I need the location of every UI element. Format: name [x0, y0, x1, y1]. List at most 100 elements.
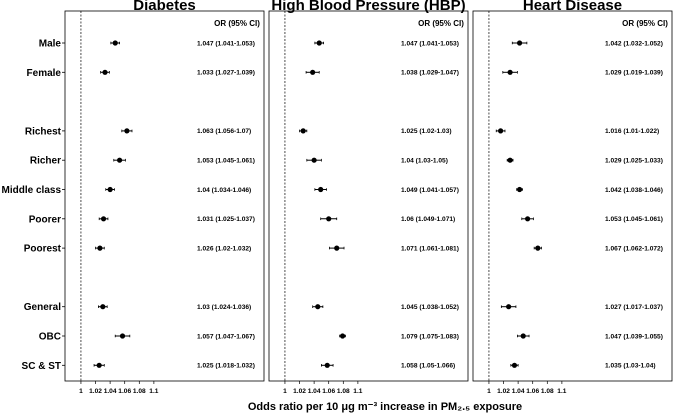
ci-value-label: 1.053 (1.045-1.061): [605, 216, 663, 223]
row-label: OBC: [39, 332, 61, 343]
estimate-point: [507, 69, 513, 75]
x-tick-label: 1.1: [149, 388, 158, 395]
x-tick-label: 1.04: [512, 388, 525, 395]
estimate-point: [339, 333, 346, 339]
ci-header: OR (95% CI): [418, 19, 464, 28]
estimate-point: [311, 157, 317, 163]
ci-value-label: 1.035 (1.03-1.04): [605, 363, 656, 370]
ci-value-label: 1.029 (1.025-1.033): [605, 158, 663, 165]
estimate-point: [100, 304, 106, 310]
ci-value-label: 1.016 (1.01-1.022): [605, 128, 659, 135]
ci-value-label: 1.025 (1.02-1.03): [401, 128, 452, 135]
estimate-point: [516, 186, 523, 193]
ci-value-label: 1.042 (1.032-1.052): [605, 40, 663, 47]
estimate-point: [507, 157, 513, 163]
panel-title: Diabetes: [133, 0, 196, 14]
panel-frame: [472, 10, 673, 382]
estimate-point: [520, 333, 526, 339]
ci-value-label: 1.042 (1.038-1.046): [605, 187, 663, 194]
estimate-point: [102, 69, 108, 75]
x-tick-label: 1.1: [353, 388, 362, 395]
row-label: General: [24, 302, 61, 313]
ci-value-label: 1.04 (1.034-1.046): [197, 187, 251, 194]
row-label: Richest: [25, 126, 62, 137]
x-tick-label: 1: [79, 388, 83, 395]
x-tick-label: 1.08: [133, 388, 146, 395]
estimate-point: [316, 40, 322, 46]
estimate-point: [516, 40, 523, 46]
ci-value-label: 1.071 (1.061-1.081): [401, 245, 459, 252]
ci-value-label: 1.029 (1.019-1.039): [605, 70, 663, 77]
x-tick-label: 1.06: [322, 388, 335, 395]
estimate-point: [124, 128, 130, 134]
row-label: Poorest: [24, 244, 62, 255]
ci-value-label: 1.045 (1.038-1.052): [401, 304, 459, 311]
ci-value-label: 1.027 (1.017-1.037): [605, 304, 663, 311]
ci-value-label: 1.06 (1.049-1.071): [401, 216, 455, 223]
ci-value-label: 1.025 (1.018-1.032): [197, 363, 255, 370]
estimate-point: [334, 245, 340, 251]
ci-value-label: 1.079 (1.075-1.083): [401, 333, 459, 340]
ci-value-label: 1.03 (1.024-1.036): [197, 304, 251, 311]
estimate-point: [315, 304, 321, 310]
x-tick-label: 1.08: [337, 388, 350, 395]
ci-header: OR (95% CI): [214, 19, 260, 28]
estimate-point: [100, 216, 107, 222]
ci-header: OR (95% CI): [622, 19, 668, 28]
estimate-point: [506, 304, 512, 310]
x-tick-label: 1: [487, 388, 491, 395]
estimate-point: [300, 128, 306, 134]
estimate-point: [535, 245, 541, 251]
x-tick-label: 1.08: [541, 388, 554, 395]
estimate-point: [96, 362, 102, 368]
row-label: Poorer: [29, 214, 61, 225]
row-labels: Male Female Richest Richer Middle class Poore…: [2, 39, 65, 372]
x-tick-label: 1.06: [118, 388, 131, 395]
x-tick-label: 1.1: [557, 388, 566, 395]
row-label: Male: [39, 39, 62, 50]
x-tick-label: 1.02: [89, 388, 102, 395]
ci-value-label: 1.026 (1.02-1.032): [197, 245, 251, 252]
ci-value-label: 1.049 (1.041-1.057): [401, 187, 459, 194]
estimate-point: [318, 186, 324, 193]
panel-frame: [64, 10, 265, 382]
x-tick-label: 1.02: [293, 388, 306, 395]
ci-value-label: 1.053 (1.045-1.061): [197, 158, 255, 165]
ci-value-label: 1.031 (1.025-1.037): [197, 216, 255, 223]
row-label: Richer: [30, 156, 61, 167]
x-axis-label: Odds ratio per 10 μg m⁻³ increase in PM₂…: [248, 401, 522, 413]
ci-value-label: 1.057 (1.047-1.067): [197, 333, 255, 340]
estimate-point: [326, 216, 332, 222]
x-tick-label: 1: [283, 388, 287, 395]
ci-value-label: 1.038 (1.029-1.047): [401, 70, 459, 77]
estimate-point: [310, 69, 316, 75]
ci-value-label: 1.047 (1.039-1.055): [605, 333, 663, 340]
estimate-point: [511, 362, 518, 368]
estimate-point: [107, 186, 113, 193]
ci-value-label: 1.067 (1.062-1.072): [605, 245, 663, 252]
estimate-point: [324, 362, 330, 368]
ci-value-label: 1.047 (1.041-1.053): [197, 40, 255, 47]
x-tick-label: 1.02: [497, 388, 510, 395]
estimate-point: [119, 333, 126, 339]
estimate-point: [498, 128, 504, 134]
estimate-point: [525, 216, 531, 222]
panel-title: High Blood Pressure (HBP): [271, 0, 465, 14]
panel-title: Heart Disease: [523, 0, 622, 14]
ci-value-label: 1.063 (1.056-1.07): [197, 128, 251, 135]
ci-value-label: 1.058 (1.05-1.066): [401, 363, 455, 370]
estimate-point: [112, 40, 118, 46]
panel-2: High Blood Pressure (HBP) OR (95% CI) 1 1.0…: [268, 0, 469, 395]
row-label: Female: [27, 68, 62, 79]
estimate-point: [117, 157, 123, 163]
row-label: Middle class: [2, 185, 62, 196]
ci-value-label: 1.04 (1.03-1.05): [401, 158, 448, 165]
x-tick-label: 1.06: [526, 388, 539, 395]
estimate-point: [97, 245, 103, 251]
panel-frame: [268, 10, 469, 382]
row-label: SC & ST: [22, 361, 61, 372]
ci-value-label: 1.033 (1.027-1.039): [197, 70, 255, 77]
